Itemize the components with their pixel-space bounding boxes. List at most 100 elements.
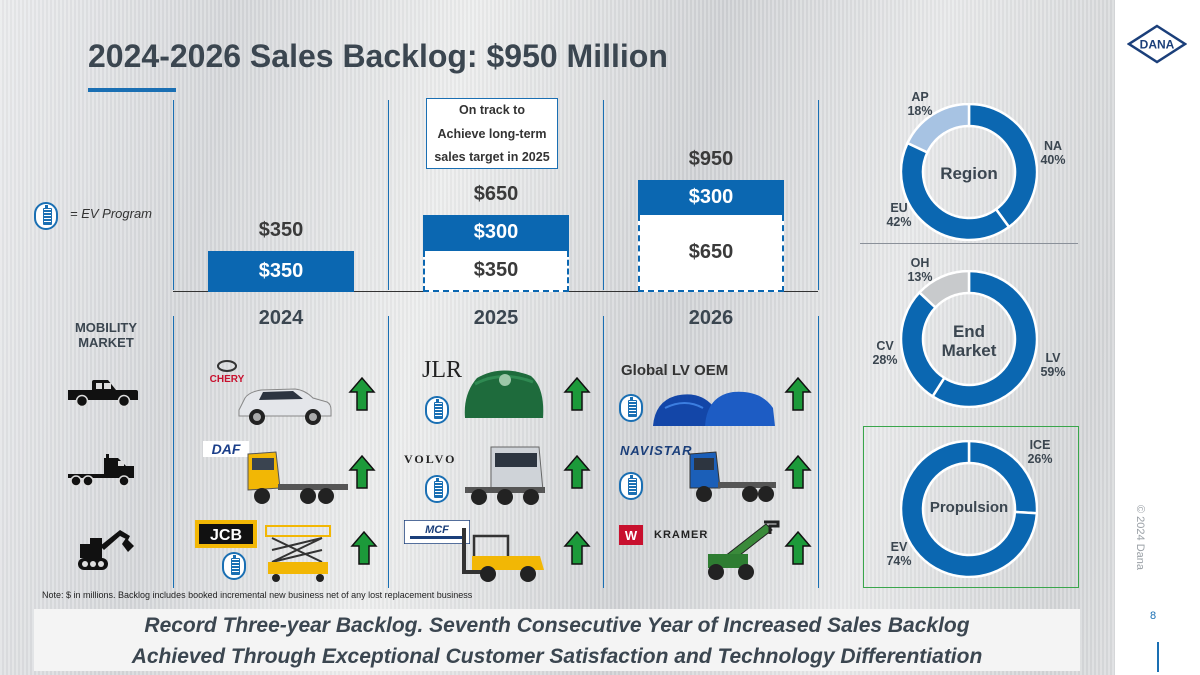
callout-line: On track to xyxy=(459,103,525,117)
region-donut-chart xyxy=(900,103,1038,241)
pie-divider xyxy=(860,243,1078,244)
page-accent-line xyxy=(1157,642,1159,672)
bar-2026-top: $300 xyxy=(638,179,784,216)
donut-slice xyxy=(905,103,971,155)
dana-logo-text: DANA xyxy=(1140,38,1175,52)
excavator-icon xyxy=(78,530,134,570)
donut-slice xyxy=(917,270,971,310)
banner-line: Record Three-year Backlog. Seventh Conse… xyxy=(144,614,970,637)
pie-slice-label: ICE 26% xyxy=(1023,438,1057,466)
divider-line xyxy=(173,316,174,588)
telehandler-image xyxy=(708,520,780,580)
mcf-logo-text: MCF xyxy=(425,524,449,536)
pie-label-line: LV xyxy=(1045,351,1061,365)
up-arrow-icon xyxy=(350,530,378,565)
covered-vehicle-image xyxy=(464,370,544,418)
pie-label-line: AP xyxy=(911,90,929,104)
propulsion-highlight-box xyxy=(863,426,1079,588)
copyright: © 2024 Dana xyxy=(1134,505,1146,570)
propulsion-donut-title: Propulsion xyxy=(929,499,1009,516)
up-arrow-icon xyxy=(784,530,812,565)
bar-total-label: $350 xyxy=(258,218,304,241)
dana-logo: DANA xyxy=(1127,24,1187,64)
donut-slice xyxy=(930,270,1038,408)
daf-logo-text: DAF xyxy=(212,441,241,457)
global-lv-oem-label: Global LV OEM xyxy=(621,362,729,379)
divider-line xyxy=(173,100,174,290)
kramer-logo: KRAMER xyxy=(654,529,709,541)
pie-slice-label: EU 42% xyxy=(882,201,916,229)
bar-2025-base: $350 xyxy=(423,250,569,292)
pie-label-line: 40% xyxy=(1040,153,1066,167)
pie-label-line: EV xyxy=(890,540,908,554)
pie-slice-label: EV 74% xyxy=(882,540,916,568)
bar-total-label: $950 xyxy=(688,147,734,170)
divider-line xyxy=(603,100,604,290)
chery-logo: CHERY xyxy=(210,360,245,384)
end-market-title-line: End xyxy=(952,322,986,341)
navistar-truck-image xyxy=(689,451,776,502)
pie-slice-label: NA 40% xyxy=(1036,139,1070,167)
page-number: 8 xyxy=(1150,610,1157,622)
volvo-truck-image xyxy=(465,446,545,505)
pie-label-line: NA xyxy=(1043,139,1063,153)
up-arrow-icon xyxy=(784,454,812,489)
up-arrow-icon xyxy=(563,530,591,565)
divider-line xyxy=(818,100,819,290)
jlr-logo: JLR xyxy=(422,357,463,383)
pie-label-line: 42% xyxy=(886,215,912,229)
svg-text:W: W xyxy=(625,528,638,543)
up-arrow-icon xyxy=(348,376,376,411)
end-market-donut-chart xyxy=(900,270,1038,408)
pie-slice-label: CV 28% xyxy=(868,339,902,367)
navistar-logo: NAVISTAR xyxy=(620,443,693,458)
pie-label-line: 74% xyxy=(886,554,912,568)
battery-icon xyxy=(222,552,246,580)
wacker-logo: W xyxy=(619,525,643,545)
pie-slice-label: LV 59% xyxy=(1036,351,1070,379)
donut-slice xyxy=(900,141,1011,241)
battery-icon xyxy=(619,394,643,422)
jcb-logo: JCB xyxy=(195,520,257,548)
callout-box: On track to Achieve long-term sales targ… xyxy=(426,98,558,169)
banner-line: Achieved Through Exceptional Customer Sa… xyxy=(131,645,983,668)
chery-logo-text: CHERY xyxy=(210,374,245,384)
covered-vehicles-image xyxy=(653,391,775,426)
battery-icon xyxy=(34,202,58,230)
mobility-label-line: MARKET xyxy=(78,335,134,350)
end-market-donut-title: End Market xyxy=(919,322,1019,360)
pie-label-line: ICE xyxy=(1029,438,1051,452)
battery-icon xyxy=(425,475,449,503)
title-underline xyxy=(88,88,176,92)
battery-icon xyxy=(619,472,643,500)
mcf-logo: MCF xyxy=(404,520,470,544)
chery-suv-image xyxy=(238,388,332,425)
divider-line xyxy=(388,316,389,588)
pie-label-line: 59% xyxy=(1040,365,1066,379)
semi-truck-icon xyxy=(68,454,134,487)
divider-line xyxy=(603,316,604,588)
pie-label-line: 26% xyxy=(1027,452,1053,466)
footnote: Note: $ in millions. Backlog includes bo… xyxy=(42,590,473,600)
mobility-label-line: MOBILITY xyxy=(74,320,138,335)
bar-total-label: $650 xyxy=(473,183,519,206)
mobility-market-label: MOBILITY MARKET xyxy=(56,320,156,350)
divider-line xyxy=(388,100,389,290)
region-donut-title: Region xyxy=(940,164,998,183)
volvo-logo: VOLVO xyxy=(404,452,457,466)
pie-slice-label: OH 13% xyxy=(903,256,937,284)
propulsion-donut-chart xyxy=(900,440,1038,578)
jcb-logo-text: JCB xyxy=(210,527,242,544)
pie-label-line: 18% xyxy=(907,104,933,118)
up-arrow-icon xyxy=(784,376,812,411)
pie-slice-label: AP 18% xyxy=(903,90,937,118)
up-arrow-icon xyxy=(563,454,591,489)
bar-2024-base: $350 xyxy=(208,250,354,292)
daf-logo: DAF xyxy=(203,441,249,457)
callout-line: Achieve long-term xyxy=(437,126,547,141)
pie-label-line: EU xyxy=(890,201,908,215)
year-label: 2025 xyxy=(473,307,519,329)
up-arrow-icon xyxy=(348,454,376,489)
donut-slice xyxy=(900,440,1038,578)
